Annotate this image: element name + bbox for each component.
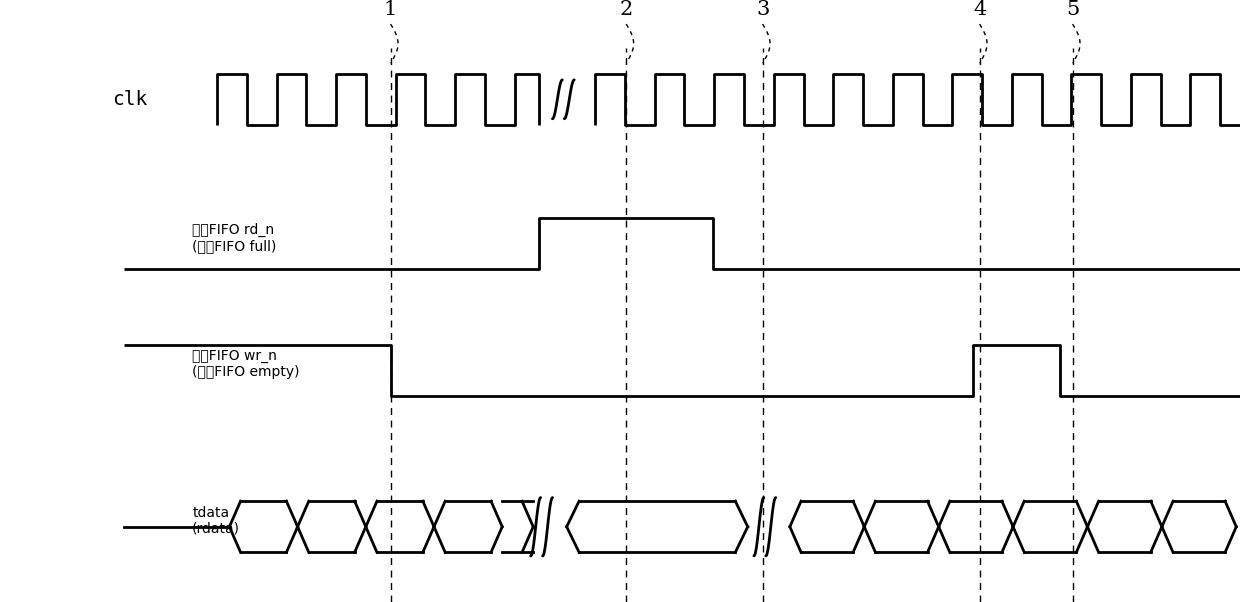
Text: tdata
(rdata): tdata (rdata) [192, 506, 241, 536]
Text: 2: 2 [620, 0, 632, 19]
Text: 5: 5 [1066, 0, 1079, 19]
Text: 发送FIFO rd_n
(接收FIFO full): 发送FIFO rd_n (接收FIFO full) [192, 223, 277, 253]
Text: 3: 3 [756, 0, 769, 19]
Text: 4: 4 [973, 0, 986, 19]
Text: 接收FIFO wr_n
(发送FIFO empty): 接收FIFO wr_n (发送FIFO empty) [192, 349, 300, 379]
Text: clk: clk [113, 90, 148, 109]
Text: 1: 1 [384, 0, 397, 19]
